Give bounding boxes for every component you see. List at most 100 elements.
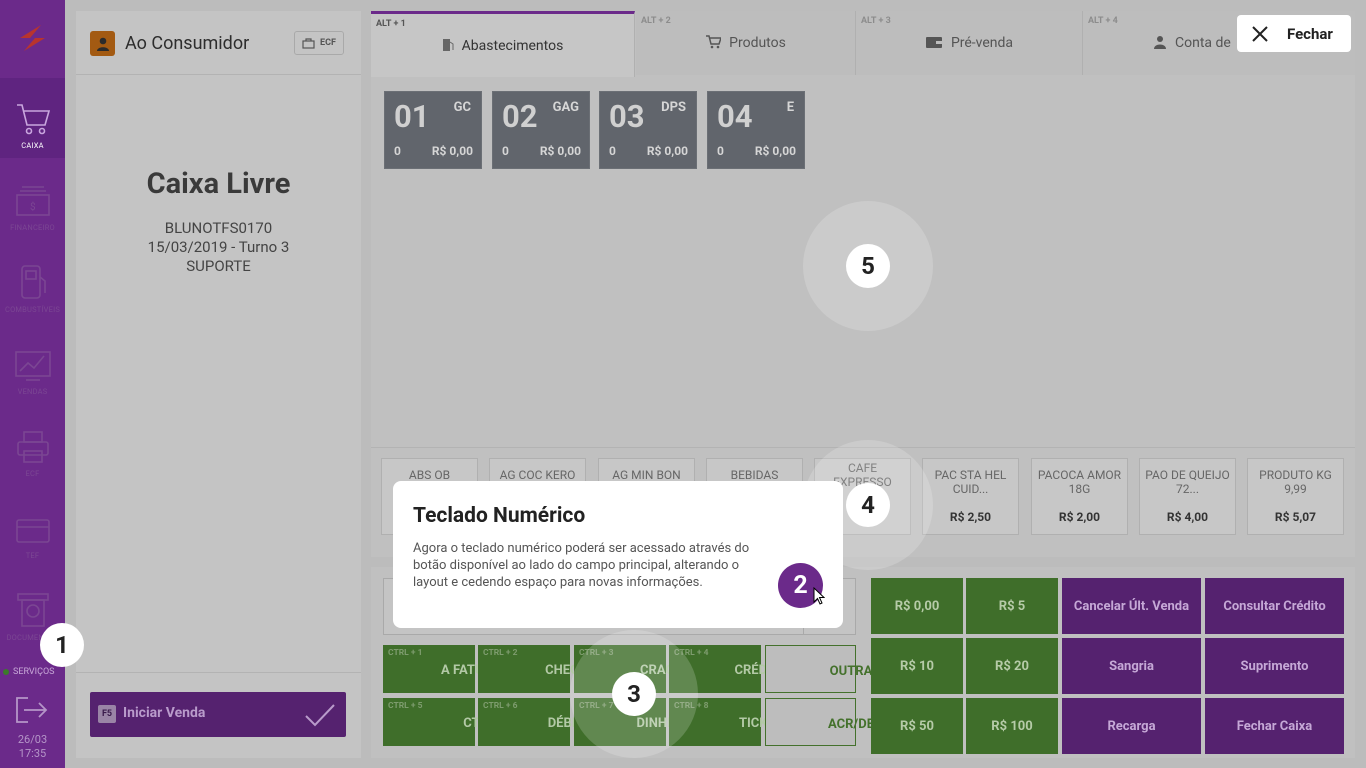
recarga-button[interactable]: Recarga (1062, 698, 1201, 754)
tab-pre-venda[interactable]: ALT + 3 Pré-venda (856, 11, 1083, 75)
payment-shortcut: CTRL + 2 (483, 648, 518, 658)
briefcase-icon (302, 37, 315, 49)
tab-label: Abastecimentos (461, 38, 564, 54)
sidebar-item-tef[interactable]: TEF (0, 488, 65, 568)
logout-button[interactable] (14, 694, 50, 726)
tour-step-marker[interactable]: 1 (40, 623, 84, 667)
sale-panel: Ao Consumidor ECF Caixa Livre BLUNOTFS01… (76, 11, 361, 758)
shift-info: 15/03/2019 - Turno 3 (147, 238, 290, 256)
printer-icon (16, 431, 49, 463)
tooltip-body: Agora o teclado numérico poderá ser aces… (413, 541, 750, 590)
tour-step-marker[interactable]: 4 (846, 483, 890, 527)
sidebar-item-label: TEF (25, 551, 40, 560)
pump-tile[interactable]: 01 GC 0 R$ 0,00 (384, 91, 482, 169)
sidebar-item-documentos[interactable]: DOCUMENTOS (0, 570, 65, 650)
services-status[interactable]: SERVIÇOS (3, 665, 65, 679)
quick-value-button[interactable]: R$ 100 (966, 698, 1058, 754)
sidebar-item-financeiro[interactable]: $ FINANCEIRO (0, 160, 65, 240)
product-name: AG MIN BON (612, 468, 681, 482)
product-shortcut[interactable]: PAC STA HEL CUID... R$ 2,50 (922, 458, 1019, 535)
sidebar-item-label: COMBUSTÍVEIS (4, 305, 61, 314)
sidebar-item-label: FINANCEIRO (10, 223, 55, 232)
payment-debito[interactable]: CTRL + 6 DÉBITO (478, 698, 592, 746)
payment-label: ACR/DES (827, 717, 883, 732)
customer-icon[interactable] (90, 31, 115, 56)
product-name: AG COC KERO (499, 468, 576, 482)
cart-icon (16, 104, 50, 135)
payment-shortcut: CTRL + 6 (483, 701, 518, 711)
start-sale-button[interactable]: F5 Iniciar Venda (90, 692, 346, 737)
pump-value: R$ 0,00 (646, 144, 688, 158)
pump-tile[interactable]: 02 GAG 0 R$ 0,00 (492, 91, 590, 169)
terminal-id: BLUNOTFS0170 (164, 219, 273, 237)
product-name: ABS OB (408, 468, 451, 482)
suprimento-button[interactable]: Suprimento (1205, 638, 1344, 694)
pump-fuel-code: GAG (552, 100, 579, 115)
ecf-badge-label: ECF (320, 38, 336, 48)
quick-value-button[interactable]: R$ 50 (871, 698, 963, 754)
tab-shortcut: ALT + 4 (1088, 16, 1118, 26)
pump-tile[interactable]: 04 E 0 R$ 0,00 (707, 91, 805, 169)
tour-step-marker[interactable]: 5 (846, 244, 890, 288)
tab-label-wrap: Pré-venda (856, 35, 1082, 51)
payment-ctf[interactable]: CTRL + 5 CTF (383, 698, 487, 746)
tab-label: Pré-venda (950, 35, 1014, 51)
sidebar-item-vendas[interactable]: VENDAS (0, 324, 65, 404)
payment-label: OUTRAS (829, 664, 881, 679)
close-label: Fechar (1287, 24, 1333, 43)
tab-produtos[interactable]: ALT + 2 Produtos (636, 11, 856, 75)
pump-fuel-code: E (786, 100, 794, 115)
pump-quantity: 0 (717, 144, 724, 158)
product-shortcut[interactable]: PRODUTO KG 9,99 R$ 5,07 (1247, 458, 1344, 535)
product-name: PAO DE QUEIJO 72... (1145, 468, 1230, 496)
payment-shortcut: CTRL + 1 (388, 648, 423, 658)
sidebar-item-combustiveis[interactable]: COMBUSTÍVEIS (0, 242, 65, 322)
pump-value: R$ 0,00 (754, 144, 796, 158)
services-label: SERVIÇOS (13, 667, 55, 677)
ecf-button[interactable]: ECF (294, 31, 344, 55)
app-logo[interactable] (17, 22, 49, 54)
payment-cheque[interactable]: CTRL + 2 CHEQUE (478, 645, 595, 693)
tab-abastecimentos[interactable]: ALT + 1 Abastecimentos (371, 11, 635, 77)
payment-shortcut: CTRL + 7 (579, 701, 614, 711)
tab-shortcut: ALT + 3 (861, 16, 891, 26)
sidebar-time: 17:35 (18, 747, 47, 760)
pump-value: R$ 0,00 (539, 144, 581, 158)
close-register-button[interactable]: Fechar Caixa (1205, 698, 1344, 754)
product-shortcut[interactable]: PACOCA AMOR 18G R$ 2,00 (1031, 458, 1128, 535)
pump-quantity: 0 (502, 144, 509, 158)
wallet-icon (925, 37, 942, 48)
tour-step-badge[interactable]: 2 (778, 563, 823, 608)
product-name: PRODUTO KG 9,99 (1259, 468, 1332, 496)
close-tour-button[interactable]: Fechar (1237, 15, 1351, 52)
product-name: BEBIDAS (730, 468, 779, 482)
quick-value-button[interactable]: R$ 0,00 (871, 578, 963, 634)
cancel-last-sale-button[interactable]: Cancelar Últ. Venda (1062, 578, 1201, 634)
customer-name[interactable]: Ao Consumidor (125, 33, 250, 54)
quick-value-button[interactable]: R$ 5 (966, 578, 1058, 634)
sidebar-item-caixa[interactable]: CAIXA (0, 78, 65, 158)
product-shortcut[interactable]: PAO DE QUEIJO 72... R$ 4,00 (1139, 458, 1236, 535)
tab-label: Produtos (729, 35, 786, 51)
pump-quantity: 0 (609, 144, 616, 158)
payment-shortcut: CTRL + 4 (674, 648, 709, 658)
payment-outras[interactable]: OUTRAS (765, 645, 880, 693)
product-name: PACOCA AMOR 18G (1037, 468, 1122, 496)
operator-name: SUPORTE (186, 257, 251, 275)
quick-value-button[interactable]: R$ 10 (871, 638, 963, 694)
payment-acr-des[interactable]: ACR/DES (765, 698, 882, 746)
sangria-button[interactable]: Sangria (1062, 638, 1201, 694)
tour-tooltip: Teclado Numérico Agora o teclado numéric… (393, 481, 843, 628)
product-price: R$ 2,00 (1058, 510, 1101, 524)
quick-value-button[interactable]: R$ 20 (966, 638, 1058, 694)
product-price: R$ 2,50 (949, 510, 992, 524)
cursor-icon (813, 587, 825, 605)
tab-label-wrap: Produtos (636, 35, 855, 51)
tour-step-marker[interactable]: 3 (612, 672, 656, 716)
sidebar-item-ecf[interactable]: ECF (0, 406, 65, 486)
pump-fuel-code: DPS (661, 100, 686, 115)
svg-text:$: $ (30, 200, 36, 213)
check-credit-button[interactable]: Consultar Crédito (1205, 578, 1344, 634)
pump-tile[interactable]: 03 DPS 0 R$ 0,00 (599, 91, 697, 169)
